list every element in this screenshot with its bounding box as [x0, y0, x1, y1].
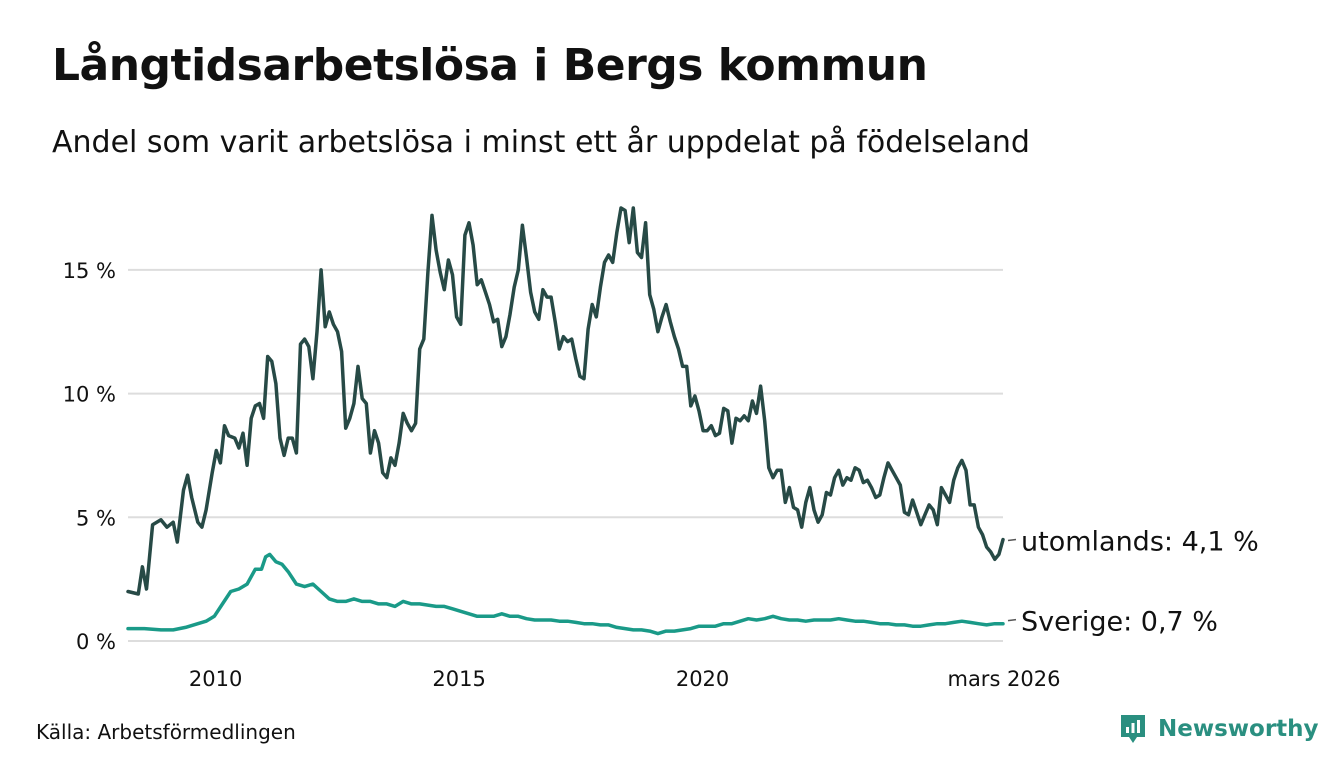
x-tick-label: 2015 [432, 667, 485, 691]
source-note: Källa: Arbetsförmedlingen [36, 720, 296, 744]
y-tick-label: 5 % [76, 506, 116, 530]
newsworthy-icon [1121, 715, 1145, 743]
x-tick-label: 2010 [189, 667, 242, 691]
series-end-label: utomlands: 4,1 % [1021, 527, 1259, 558]
line-chart: 0 % 5 % 10 % 15 % 2010 2015 2020 mars 2026 utoml… [63, 206, 1259, 691]
end-label-connector [1007, 538, 1017, 542]
series-end-label: Sverige: 0,7 % [1021, 607, 1218, 638]
brand-logo[interactable]: Newsworthy [1118, 712, 1319, 746]
x-tick-label: mars 2026 [947, 667, 1060, 691]
series-line-sverige [126, 552, 1005, 636]
series-line-utomlands [126, 206, 1005, 596]
y-tick-label: 15 % [63, 259, 116, 283]
brand-name: Newsworthy [1158, 716, 1319, 742]
end-label-connector [1007, 618, 1017, 622]
chart-title: Långtidsarbetslösa i Bergs kommun [52, 40, 928, 91]
y-tick-label: 10 % [63, 383, 116, 407]
chart-subtitle: Andel som varit arbetslösa i minst ett å… [52, 125, 1030, 160]
x-tick-label: 2020 [676, 667, 729, 691]
y-tick-label: 0 % [76, 630, 116, 654]
